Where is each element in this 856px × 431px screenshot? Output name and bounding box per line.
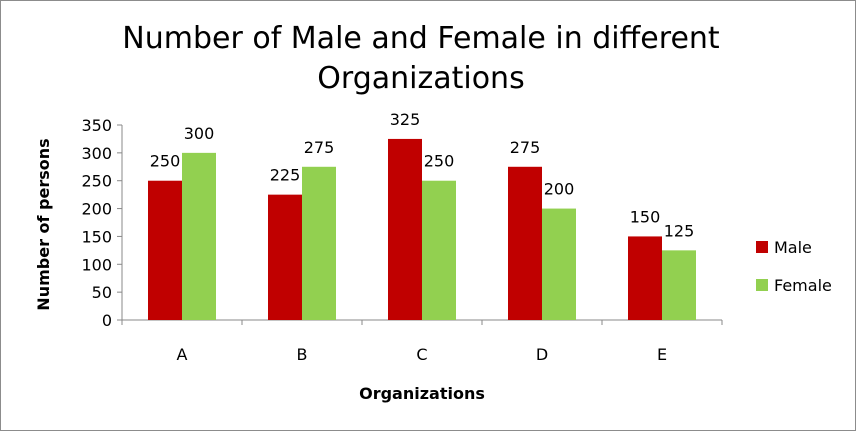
bar-female xyxy=(422,180,456,320)
x-tick-label: B xyxy=(297,345,308,364)
y-tick-label: 250 xyxy=(81,172,112,191)
data-label-female: 275 xyxy=(304,138,335,157)
bar-female xyxy=(182,152,216,320)
legend-label-female: Female xyxy=(774,276,832,295)
y-tick-label: 300 xyxy=(81,144,112,163)
y-tick-label: 150 xyxy=(81,227,112,246)
data-label-male: 150 xyxy=(630,207,661,226)
data-label-female: 200 xyxy=(544,180,575,199)
y-tick-label: 0 xyxy=(102,311,112,330)
x-tick-label: D xyxy=(536,345,548,364)
bar-female xyxy=(662,250,696,320)
data-label-female: 125 xyxy=(664,221,695,240)
data-labels: 250 225 325 275 150 300 275 250 200 125 xyxy=(150,110,695,240)
legend-label-male: Male xyxy=(774,238,812,257)
bar-male xyxy=(148,180,182,320)
legend-swatch-female xyxy=(756,279,768,291)
legend-swatch-male xyxy=(756,241,768,253)
y-tick-label: 350 xyxy=(81,116,112,135)
data-label-male: 225 xyxy=(270,166,301,185)
data-label-male: 250 xyxy=(150,152,181,171)
data-label-male: 275 xyxy=(510,138,541,157)
bar-male xyxy=(628,236,662,320)
y-tick-label: 50 xyxy=(92,283,112,302)
data-label-male: 325 xyxy=(390,110,421,129)
data-label-female: 300 xyxy=(184,124,215,143)
x-tick-label: C xyxy=(416,345,427,364)
y-tick-label: 200 xyxy=(81,200,112,219)
x-tick-label: A xyxy=(177,345,188,364)
y-tick-label: 100 xyxy=(81,255,112,274)
bar-male xyxy=(388,138,422,320)
bars xyxy=(148,138,696,320)
chart-title: Number of Male and Female in different O… xyxy=(122,21,720,96)
x-tick-label: E xyxy=(657,345,667,364)
bar-male xyxy=(508,166,542,320)
bar-female xyxy=(542,208,576,320)
bar-female xyxy=(302,166,336,320)
x-axis-title: Organizations xyxy=(359,384,485,403)
legend: Male Female xyxy=(756,238,832,295)
y-axis-title: Number of persons xyxy=(34,138,53,310)
bar-male xyxy=(268,194,302,320)
data-label-female: 250 xyxy=(424,152,455,171)
